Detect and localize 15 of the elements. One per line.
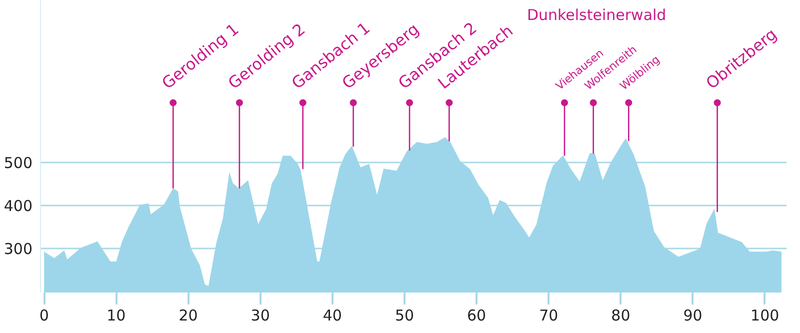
annotation: Dunkelsteinerwald [526, 6, 666, 24]
x-tick-label: 70 [539, 306, 558, 324]
x-tick-label: 80 [611, 306, 630, 324]
x-tick-label: 50 [394, 306, 414, 324]
x-tick-label: 60 [467, 306, 486, 324]
x-tick-label: 0 [39, 306, 49, 324]
x-tick-label: 10 [106, 306, 126, 324]
x-tick-label: 100 [750, 306, 780, 324]
x-tick-label: 40 [322, 306, 342, 324]
x-tick-label: 90 [683, 306, 702, 324]
y-tick-label: 300 [4, 240, 33, 258]
y-tick-label: 400 [4, 197, 33, 216]
y-tick-label: 500 [4, 154, 33, 172]
x-tick-label: 20 [178, 306, 198, 324]
x-tick-label: 30 [250, 306, 270, 324]
